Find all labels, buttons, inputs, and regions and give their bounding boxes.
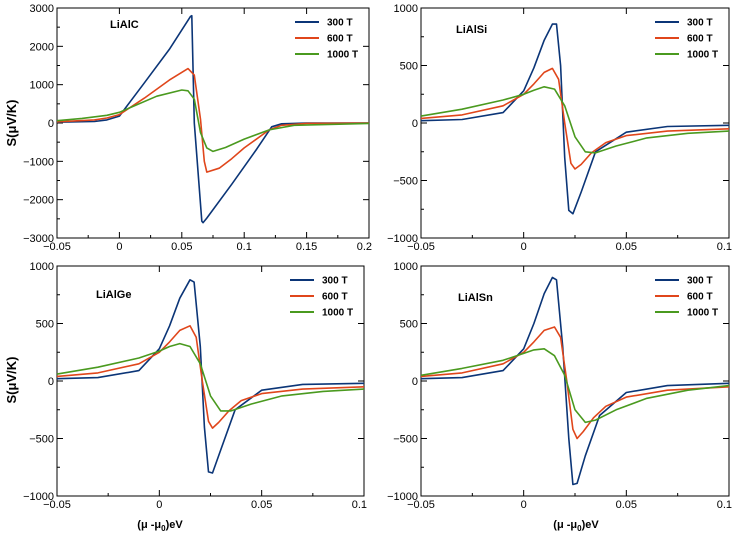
- y-tick-label: 0: [412, 118, 418, 130]
- panel-2: −0.05 0 0.05 0.1 −1000 −500 0 500 1000 LiAlGe 300 …: [23, 261, 367, 511]
- y-tick-label: −1000: [23, 156, 54, 168]
- panel-3: −0.05 0 0.05 0.1 −1000 −500 0 500 1000 LiAlSn 300 …: [387, 261, 732, 511]
- x-tick-label: −0.05: [43, 499, 71, 511]
- y-tick-label: 500: [36, 319, 54, 331]
- plot-frame: [420, 7, 730, 239]
- ylabel-top: S(μV/K): [4, 100, 19, 147]
- x-tick-label: 0.1: [352, 499, 367, 511]
- y-tick-label: −500: [29, 434, 54, 446]
- y-tick-label: 500: [400, 319, 418, 331]
- x-tick-label: 0.1: [717, 241, 732, 253]
- y-tick-label: −1000: [23, 491, 54, 503]
- y-tick-label: 0: [412, 376, 418, 388]
- xlabel-right-sub: 0: [577, 524, 582, 533]
- y-tick-label: −1000: [387, 233, 418, 245]
- legend-label: 1000 T: [687, 50, 718, 61]
- legend-label: 600 T: [687, 292, 713, 303]
- series-line-300t: [420, 23, 730, 215]
- series-line-1000t: [420, 86, 730, 154]
- x-tick-label: 0.05: [616, 241, 637, 253]
- panel-title: LiAlC: [110, 19, 139, 31]
- legend-label: 300 T: [322, 276, 348, 287]
- y-tick-label: 2000: [30, 41, 54, 53]
- y-tick-label: 3000: [30, 3, 54, 15]
- x-tick-label: 0.05: [616, 499, 637, 511]
- legend-label: 1000 T: [327, 50, 358, 61]
- x-tick-label: 0.1: [717, 499, 732, 511]
- series-line-600t: [420, 67, 730, 170]
- series-line-1000t: [56, 342, 365, 412]
- legend-label: 1000 T: [687, 308, 718, 319]
- legend: 300 T 600 T 1000 T: [655, 18, 718, 61]
- x-tick-label: 0.2: [357, 241, 372, 253]
- legend-label: 1000 T: [322, 308, 353, 319]
- x-tick-label: 0.05: [171, 241, 192, 253]
- xlabel-left-main: (μ -μ: [137, 519, 161, 531]
- x-tick-label: 0.1: [237, 241, 252, 253]
- xlabel-left: (μ -μ0)eV: [137, 519, 183, 533]
- panel-0: −0.05 0 0.05 0.1 0.15 0.2 −3000 −2000 −1000 0 1000…: [23, 3, 372, 253]
- y-tick-label: 0: [48, 376, 54, 388]
- series-line-300t: [420, 276, 730, 486]
- legend-label: 600 T: [687, 34, 713, 45]
- legend: 300 T 600 T 1000 T: [295, 18, 358, 61]
- panel-title: LiAlSn: [458, 292, 493, 304]
- series-line-600t: [420, 326, 730, 440]
- y-tick-label: −500: [393, 434, 418, 446]
- y-tick-label: −1000: [387, 491, 418, 503]
- ylabel-bottom: S(μV/K): [4, 357, 19, 404]
- xlabel-right-unit: )eV: [582, 519, 600, 531]
- xlabel-right-main: (μ -μ: [553, 519, 577, 531]
- y-tick-label: −500: [393, 176, 418, 188]
- y-tick-label: −2000: [23, 195, 54, 207]
- x-tick-label: 0: [116, 241, 122, 253]
- y-tick-label: 1000: [30, 80, 54, 92]
- x-tick-label: −0.05: [407, 499, 435, 511]
- xlabel-right: (μ -μ0)eV: [553, 519, 599, 533]
- legend-label: 600 T: [322, 292, 348, 303]
- x-tick-label: 0: [521, 499, 527, 511]
- series-line-600t: [56, 324, 365, 429]
- series-line-300t: [56, 278, 365, 474]
- y-tick-label: 500: [400, 61, 418, 73]
- panel-title: LiAlSi: [456, 24, 487, 36]
- x-tick-label: −0.05: [407, 241, 435, 253]
- y-tick-label: 1000: [394, 261, 418, 273]
- legend-label: 600 T: [327, 34, 353, 45]
- legend: 300 T 600 T 1000 T: [290, 276, 353, 319]
- xlabel-left-unit: )eV: [166, 519, 184, 531]
- legend-label: 300 T: [687, 18, 713, 29]
- y-tick-label: −3000: [23, 233, 54, 245]
- panel-1: −0.05 0 0.05 0.1 −1000 −500 0 500 1000 LiAlSi 300 …: [387, 3, 732, 253]
- xlabel-left-sub: 0: [161, 524, 166, 533]
- series-line-1000t: [420, 347, 730, 424]
- series-line-1000t: [56, 89, 370, 153]
- x-tick-label: 0.05: [251, 499, 272, 511]
- x-tick-label: 0: [156, 499, 162, 511]
- y-tick-label: 1000: [394, 3, 418, 15]
- x-tick-label: 0: [521, 241, 527, 253]
- x-tick-label: 0.15: [296, 241, 317, 253]
- x-tick-label: −0.05: [43, 241, 71, 253]
- legend-label: 300 T: [327, 18, 353, 29]
- legend-label: 300 T: [687, 276, 713, 287]
- y-tick-label: 1000: [30, 261, 54, 273]
- legend: 300 T 600 T 1000 T: [655, 276, 718, 319]
- y-tick-label: 0: [48, 118, 54, 130]
- series-line-300t: [56, 14, 369, 224]
- panel-title: LiAlGe: [96, 289, 131, 301]
